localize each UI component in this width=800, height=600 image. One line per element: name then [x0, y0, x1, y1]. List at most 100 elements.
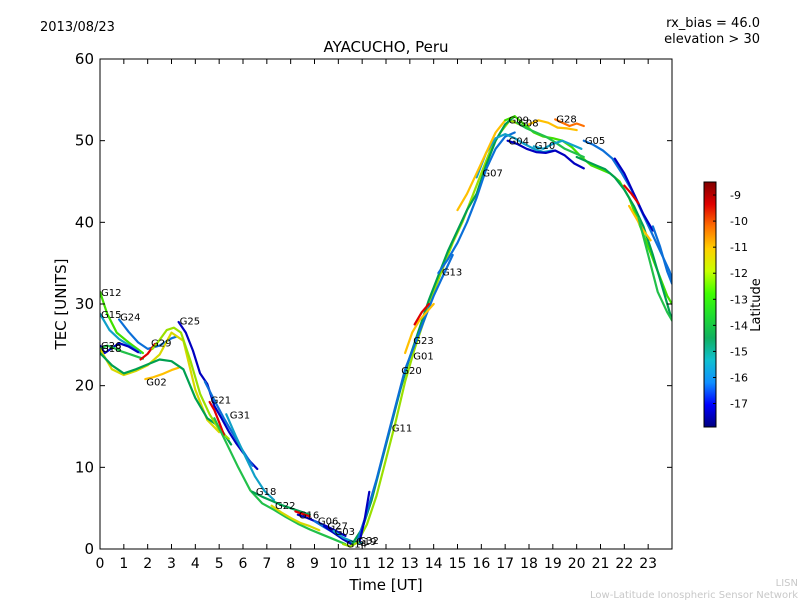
series-g_dn1: [575, 155, 672, 322]
satellite-label: G18: [256, 487, 276, 498]
series-g18b: [251, 490, 311, 516]
satellite-label: G07: [482, 169, 502, 180]
satellite-label: G31: [230, 410, 250, 421]
series-g02a: [144, 366, 180, 381]
x-tick-label: 0: [96, 556, 105, 572]
colorbar-tick-label: -15: [730, 345, 748, 358]
satellite-label: G21: [211, 396, 231, 407]
series-g28: [554, 118, 585, 128]
satellite-label: G16: [299, 511, 319, 522]
series-g24: [117, 318, 178, 350]
satellite-label: G27: [327, 521, 347, 532]
x-tick-label: 13: [401, 556, 419, 572]
series-g08: [515, 121, 585, 159]
series-g05: [582, 139, 672, 281]
satellite-label: G09: [509, 115, 529, 126]
satellite-label: G24: [120, 312, 140, 323]
x-tick-label: 7: [262, 556, 271, 572]
satellite-label: G13: [442, 267, 462, 278]
satellite-label: G10: [535, 141, 555, 152]
series-g13: [437, 131, 516, 275]
x-tick-label: 12: [377, 556, 395, 572]
x-tick-label: 14: [425, 556, 443, 572]
colorbar-tick-label: -16: [730, 371, 748, 384]
colorbar-ticks: -9 -10 -11 -12 -13 -14 -15 -16 -17: [713, 189, 748, 411]
x-tick-label: 9: [310, 556, 319, 572]
series-g12: [100, 290, 144, 355]
satellite-label: G03: [335, 527, 355, 538]
series-g_dn2: [613, 157, 655, 232]
satellite-label: G04: [509, 137, 529, 148]
series-g_dec1: [213, 417, 347, 546]
elevation-label: elevation > 30: [664, 32, 760, 47]
satellite-label: G05: [585, 136, 605, 147]
series-g10: [532, 139, 583, 150]
date-label: 2013/08/23: [40, 20, 115, 35]
y-tick-label: 60: [75, 50, 94, 68]
x-axis-label: Time [UT]: [348, 576, 422, 594]
y-tick-label: 50: [75, 132, 94, 150]
satellite-label: G20: [401, 366, 421, 377]
footer-network: Low-Latitude Ionospheric Sensor Network: [590, 590, 798, 600]
y-tick-label: 30: [75, 295, 94, 313]
axis-ticks: 0 1 2 3 4 5 6 7 8 9 10 11 12 13 14 15 16 17 18 19 20 21 22 2301…: [75, 50, 672, 572]
satellite-label: G22: [275, 501, 295, 512]
y-tick-label: 40: [75, 213, 94, 231]
x-tick-label: 10: [329, 556, 347, 572]
series-g_mid2: [100, 351, 233, 446]
colorbar-tick-label: -17: [730, 398, 748, 411]
colorbar-tick-label: -13: [730, 293, 748, 306]
series-g23: [404, 302, 435, 355]
satellite-label: G28: [556, 115, 576, 126]
series-g16: [296, 513, 347, 538]
series-g01: [358, 490, 371, 542]
x-tick-label: 6: [239, 556, 248, 572]
satellite-label: G11: [392, 423, 412, 434]
series-g16r: [294, 510, 311, 518]
x-tick-label: 18: [520, 556, 538, 572]
x-tick-label: 22: [615, 556, 633, 572]
satellite-label: G23: [413, 336, 433, 347]
x-tick-label: 4: [191, 556, 200, 572]
colorbar-tick-label: -14: [730, 319, 748, 332]
y-tick-label: 10: [75, 458, 94, 476]
series-g_red1: [208, 400, 225, 436]
series-g_dn6: [637, 217, 672, 322]
series-g14: [342, 119, 531, 548]
satellite-label: G15: [101, 310, 121, 321]
x-tick-label: 5: [215, 556, 224, 572]
rx-bias-label: rx_bias = 46.0: [666, 16, 760, 31]
satellite-label: G12: [101, 288, 121, 299]
x-tick-label: 21: [592, 556, 610, 572]
series-g18a: [100, 344, 144, 360]
satellite-label: G19: [356, 537, 376, 548]
satellite-label: G25: [180, 316, 200, 327]
y-axis-label: TEC [UNITS]: [52, 259, 70, 351]
satellite-label: G02: [146, 378, 166, 389]
x-tick-label: 8: [286, 556, 295, 572]
footer-lisn: LISN: [776, 578, 798, 589]
satellite-labels: G12G15G24G26G18G29G25G02G21G31G18G22G16G…: [101, 115, 605, 551]
x-tick-label: 1: [119, 556, 128, 572]
series-g_red2: [413, 302, 430, 326]
series-g_dn4: [623, 184, 640, 205]
colorbar-tick-label: -10: [730, 215, 748, 228]
x-tick-label: 20: [568, 556, 586, 572]
series-g_y1: [456, 119, 507, 212]
series-g31: [225, 413, 276, 502]
x-tick-label: 2: [143, 556, 152, 572]
x-tick-label: 17: [496, 556, 514, 572]
x-tick-label: 23: [639, 556, 657, 572]
satellite-label: G14: [346, 539, 366, 550]
colorbar-tick-label: -12: [730, 267, 748, 280]
satellite-label: G26: [101, 341, 121, 352]
satellite-label: G01: [413, 351, 433, 362]
satellite-label: G08: [518, 119, 538, 130]
series-layer: [100, 115, 672, 548]
series-g_y2: [527, 119, 578, 132]
y-tick-label: 0: [84, 540, 94, 558]
x-tick-label: 16: [472, 556, 490, 572]
satellite-label: G06: [318, 516, 338, 527]
series-g20: [356, 253, 454, 542]
